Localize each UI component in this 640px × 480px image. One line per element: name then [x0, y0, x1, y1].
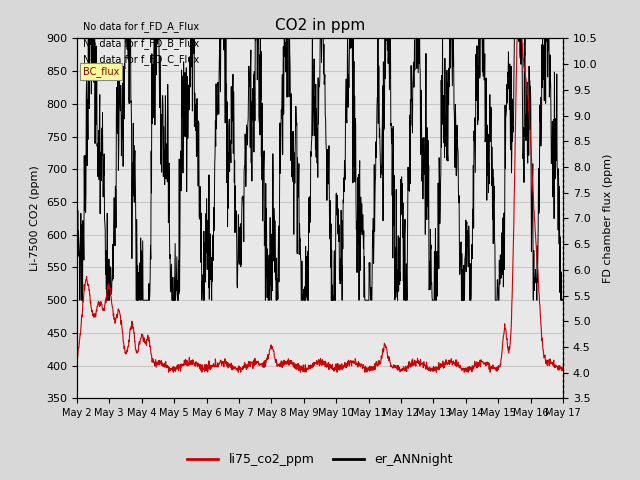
Legend: li75_co2_ppm, er_ANNnight: li75_co2_ppm, er_ANNnight	[182, 448, 458, 471]
Text: BC_flux: BC_flux	[83, 66, 120, 77]
Y-axis label: FD chamber flux (ppm): FD chamber flux (ppm)	[603, 154, 613, 283]
Text: No data for f_FD_B_Flux: No data for f_FD_B_Flux	[83, 37, 200, 48]
Y-axis label: Li-7500 CO2 (ppm): Li-7500 CO2 (ppm)	[30, 166, 40, 271]
Title: CO2 in ppm: CO2 in ppm	[275, 18, 365, 33]
Text: No data for f_FD_C_Flux: No data for f_FD_C_Flux	[83, 54, 200, 65]
Text: No data for f_FD_A_Flux: No data for f_FD_A_Flux	[83, 21, 199, 32]
